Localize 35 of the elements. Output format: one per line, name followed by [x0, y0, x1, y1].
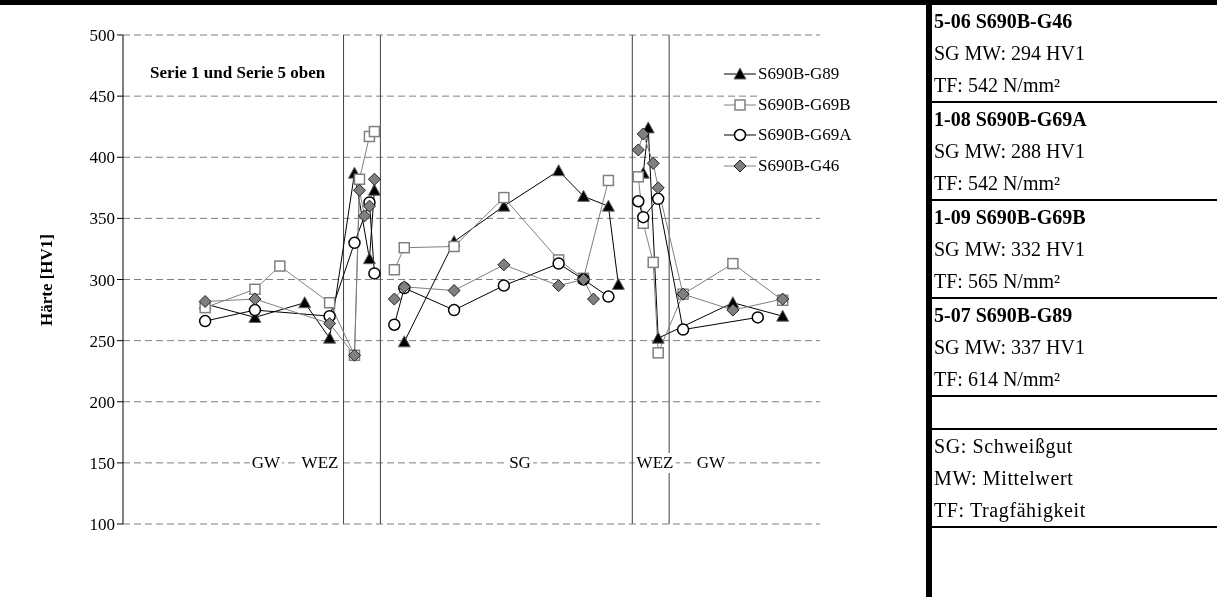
- y-tick-label: 250: [89, 331, 115, 351]
- text: MW: Mittelwert: [934, 466, 1075, 491]
- text: Serie 1 und Serie 5 oben: [150, 63, 326, 83]
- text: SG MW: 294 HV1: [934, 41, 1086, 66]
- annotation: GW: [249, 453, 283, 473]
- y-tick-label: 150: [89, 453, 115, 473]
- text: 5-06 S690B-G46: [934, 9, 1074, 34]
- y-tick-label: 500: [89, 26, 115, 46]
- text: TF: 542 N/mm²: [934, 171, 1061, 196]
- annotation: SG: [507, 453, 533, 473]
- text: SG MW: 337 HV1: [934, 335, 1086, 360]
- text: 1-08 S690B-G69A: [934, 107, 1088, 132]
- text: SG MW: 332 HV1: [934, 237, 1086, 262]
- y-tick-label: 100: [89, 515, 115, 535]
- annotation: GW: [694, 453, 728, 473]
- text: TF: 614 N/mm²: [934, 367, 1061, 392]
- text: 1-09 S690B-G69B: [934, 205, 1087, 230]
- y-tick-label: 200: [89, 392, 115, 412]
- y-tick-label: 350: [89, 209, 115, 229]
- annotation: WEZ: [634, 453, 676, 473]
- legend-label: S690B-G69A: [758, 125, 852, 146]
- legend-label: S690B-G46: [758, 155, 840, 176]
- text: SG MW: 288 HV1: [934, 139, 1086, 164]
- y-tick-label: 400: [89, 148, 115, 168]
- legend-label: S690B-G89: [758, 64, 840, 85]
- y-tick-label: 300: [89, 270, 115, 290]
- y-axis-title: Härte [HV1]: [37, 233, 57, 327]
- legend-label: S690B-G69B: [758, 94, 851, 115]
- text: TF: 565 N/mm²: [934, 269, 1061, 294]
- text: 5-07 S690B-G89: [934, 303, 1074, 328]
- y-tick-label: 450: [89, 87, 115, 107]
- text: TF: 542 N/mm²: [934, 73, 1061, 98]
- text: SG: Schweißgut: [934, 434, 1074, 460]
- text: TF: Tragfähigkeit: [934, 498, 1087, 524]
- annotation: WEZ: [299, 453, 341, 473]
